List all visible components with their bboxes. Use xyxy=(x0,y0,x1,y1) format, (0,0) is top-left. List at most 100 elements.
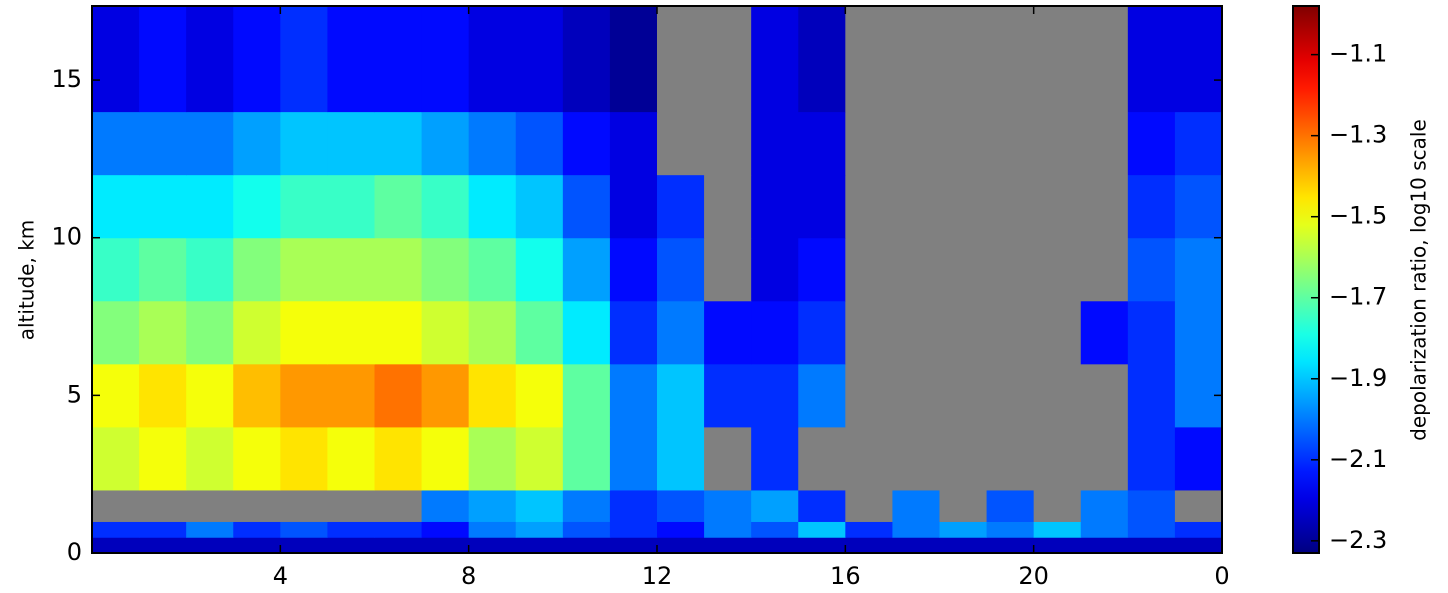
cell xyxy=(892,426,940,491)
cell xyxy=(1033,300,1082,365)
colorbar-label: depolarization ratio, log10 scale xyxy=(1407,119,1431,441)
cell xyxy=(798,174,846,239)
cell xyxy=(939,363,988,428)
cell xyxy=(657,174,705,239)
cell xyxy=(751,6,799,113)
y-tick-label: 15 xyxy=(51,65,82,93)
cell xyxy=(374,489,423,522)
cell xyxy=(892,174,940,239)
cell xyxy=(327,521,375,538)
cell xyxy=(92,111,140,176)
cell xyxy=(515,237,564,302)
cell xyxy=(421,300,470,365)
cell xyxy=(986,6,1035,113)
cell xyxy=(233,237,281,302)
cell xyxy=(1080,521,1129,538)
cell xyxy=(751,489,799,522)
cell xyxy=(515,521,564,538)
cell xyxy=(468,237,517,302)
cell xyxy=(92,300,140,365)
cell xyxy=(468,6,517,113)
cell xyxy=(374,111,423,176)
y-tick-label: 10 xyxy=(51,223,82,251)
cell xyxy=(186,489,234,522)
cell xyxy=(1033,489,1082,522)
cell xyxy=(986,537,1035,554)
cell xyxy=(562,489,611,522)
cell xyxy=(609,174,658,239)
cell xyxy=(468,521,517,538)
cell xyxy=(798,363,846,428)
cell xyxy=(233,489,281,522)
cell xyxy=(609,300,658,365)
cell xyxy=(515,6,564,113)
cell xyxy=(1080,174,1129,239)
colorbar-tick-label: −1.5 xyxy=(1329,202,1387,230)
cell xyxy=(845,363,893,428)
cell xyxy=(374,300,423,365)
cell xyxy=(751,174,799,239)
cell xyxy=(1174,111,1223,176)
cell xyxy=(704,6,752,113)
cell xyxy=(1033,426,1082,491)
cell xyxy=(139,537,187,554)
cell xyxy=(139,489,187,522)
cell xyxy=(845,537,893,554)
cell xyxy=(421,174,470,239)
cell xyxy=(1033,521,1082,538)
cell xyxy=(374,363,423,428)
cell xyxy=(515,537,564,554)
cell xyxy=(515,426,564,491)
colorbar-tick-label: −1.3 xyxy=(1329,121,1387,149)
cell xyxy=(374,521,423,538)
x-tick-label: 12 xyxy=(642,562,673,590)
cell xyxy=(892,521,940,538)
cell xyxy=(845,426,893,491)
cell xyxy=(1127,426,1176,491)
cell xyxy=(939,111,988,176)
cell xyxy=(92,521,140,538)
cell xyxy=(1080,537,1129,554)
cell xyxy=(798,237,846,302)
cell xyxy=(139,300,187,365)
cell xyxy=(657,237,705,302)
cell xyxy=(798,537,846,554)
cell xyxy=(1033,363,1082,428)
cell xyxy=(139,426,187,491)
cell xyxy=(139,174,187,239)
cell xyxy=(139,111,187,176)
cell xyxy=(92,6,140,113)
cell xyxy=(562,426,611,491)
cell xyxy=(374,426,423,491)
cell xyxy=(186,426,234,491)
cell xyxy=(280,537,328,554)
cell xyxy=(704,237,752,302)
cell xyxy=(704,174,752,239)
cell xyxy=(609,537,658,554)
cell xyxy=(515,363,564,428)
cell xyxy=(798,111,846,176)
cell xyxy=(327,537,375,554)
cell xyxy=(233,174,281,239)
cell xyxy=(1127,537,1176,554)
colorbar-tick-label: −1.7 xyxy=(1329,283,1387,311)
cell xyxy=(986,174,1035,239)
y-tick-label: 0 xyxy=(67,538,82,566)
cell xyxy=(939,426,988,491)
cell xyxy=(609,111,658,176)
cell xyxy=(468,537,517,554)
cell xyxy=(798,521,846,538)
cell xyxy=(233,537,281,554)
cell xyxy=(374,237,423,302)
colorbar-tick-label: −2.1 xyxy=(1329,445,1387,473)
cell xyxy=(233,363,281,428)
cell xyxy=(1080,237,1129,302)
cell xyxy=(562,237,611,302)
cell xyxy=(562,363,611,428)
cell xyxy=(1174,521,1223,538)
cell xyxy=(1033,111,1082,176)
cell xyxy=(139,363,187,428)
cell xyxy=(468,489,517,522)
cell xyxy=(186,300,234,365)
cell xyxy=(562,174,611,239)
